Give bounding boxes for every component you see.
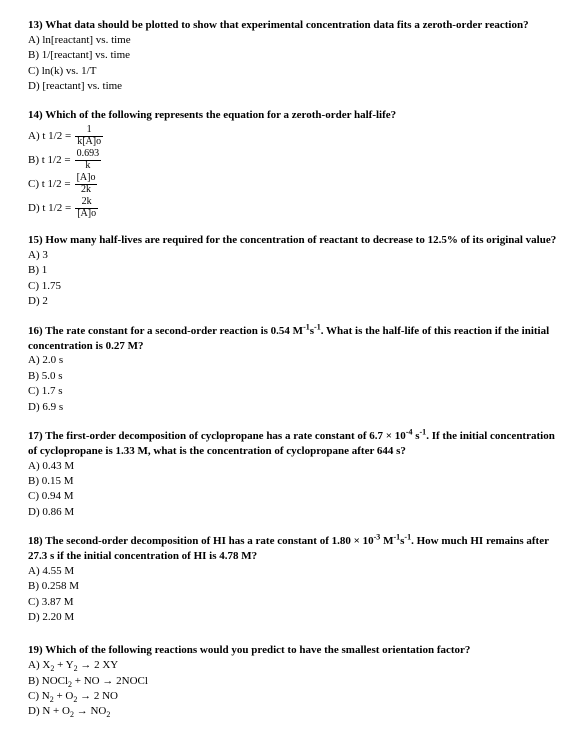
question-16-option-c: C) 1.7 s <box>28 384 558 399</box>
question-13: 13) What data should be plotted to show … <box>28 18 558 94</box>
question-17-option-a: A) 0.43 M <box>28 459 558 474</box>
option-text: → NO <box>74 705 106 717</box>
question-17-stem: 17) The first-order decomposition of cyc… <box>28 429 558 459</box>
question-16-stem: 16) The rate constant for a second-order… <box>28 324 558 354</box>
question-17: 17) The first-order decomposition of cyc… <box>28 429 558 520</box>
superscript: -1 <box>314 322 321 331</box>
question-19-option-c: C) N2 + O2 → 2 NO <box>28 689 558 704</box>
option-text: + NO → 2NOCl <box>72 675 148 687</box>
question-15-option-a: A) 3 <box>28 248 558 263</box>
question-14-option-a: A) t 1/2 = 1 k[A]o <box>28 125 558 147</box>
fraction: 2k [A]o <box>75 197 98 219</box>
option-text: → 2 XY <box>78 659 119 671</box>
question-15-option-b: B) 1 <box>28 263 558 278</box>
denominator: [A]o <box>75 209 98 220</box>
question-16-option-d: D) 6.9 s <box>28 400 558 415</box>
option-label: C) t 1/2 = <box>28 178 71 190</box>
stem-text: s <box>412 430 419 442</box>
question-18-option-d: D) 2.20 M <box>28 610 558 625</box>
question-15-stem: 15) How many half-lives are required for… <box>28 233 558 248</box>
fraction: [A]o k 2k <box>75 173 98 195</box>
question-19-stem: 19) Which of the following reactions wou… <box>28 643 558 658</box>
fraction: 1 k[A]o <box>75 125 103 147</box>
question-15-option-d: D) 2 <box>28 294 558 309</box>
question-19-option-d: D) N + O2 → NO2 <box>28 704 558 719</box>
option-text: D) N + O <box>28 705 70 717</box>
denominator: k <box>75 161 102 172</box>
question-13-option-b: B) 1/[reactant] vs. time <box>28 48 558 63</box>
option-text: + Y <box>54 659 73 671</box>
question-18-option-c: C) 3.87 M <box>28 595 558 610</box>
question-18-stem: 18) The second-order decomposition of HI… <box>28 534 558 564</box>
option-text: B) NOCl <box>28 675 68 687</box>
question-14-option-c: C) t 1/2 = [A]o k 2k <box>28 173 558 195</box>
question-16-option-b: B) 5.0 s <box>28 369 558 384</box>
option-label: D) t 1/2 = <box>28 202 71 214</box>
question-13-option-d: D) [reactant] vs. time <box>28 79 558 94</box>
denominator: 2k <box>75 185 98 196</box>
option-text: → 2 NO <box>77 690 118 702</box>
option-label: A) t 1/2 = <box>28 130 71 142</box>
option-text: A) X <box>28 659 50 671</box>
question-17-option-d: D) 0.86 M <box>28 505 558 520</box>
denominator: k[A]o <box>75 137 103 148</box>
option-label: B) t 1/2 = <box>28 154 71 166</box>
subscript: 2 <box>106 711 110 720</box>
question-13-stem: 13) What data should be plotted to show … <box>28 18 558 33</box>
question-17-option-b: B) 0.15 M <box>28 474 558 489</box>
question-14-option-d: D) t 1/2 = 2k [A]o <box>28 197 558 219</box>
question-14: 14) Which of the following represents th… <box>28 108 558 219</box>
question-14-option-b: B) t 1/2 = 0.693 k <box>28 149 558 171</box>
question-19: 19) Which of the following reactions wou… <box>28 643 558 719</box>
option-text: C) N <box>28 690 50 702</box>
question-15-option-c: C) 1.75 <box>28 279 558 294</box>
question-18-option-b: B) 0.258 M <box>28 579 558 594</box>
fraction: 0.693 k <box>75 149 102 171</box>
question-19-option-b: B) NOCl2 + NO → 2NOCl <box>28 674 558 689</box>
stem-text: M <box>380 535 393 547</box>
question-18-option-a: A) 4.55 M <box>28 564 558 579</box>
stem-text: 17) The first-order decomposition of cyc… <box>28 430 406 442</box>
question-13-option-c: C) ln(k) vs. 1/T <box>28 64 558 79</box>
question-16: 16) The rate constant for a second-order… <box>28 324 558 415</box>
question-15: 15) How many half-lives are required for… <box>28 233 558 309</box>
option-text: + O <box>54 690 74 702</box>
question-19-option-a: A) X2 + Y2 → 2 XY <box>28 658 558 673</box>
question-14-stem: 14) Which of the following represents th… <box>28 108 558 123</box>
stem-text: 18) The second-order decomposition of HI… <box>28 535 374 547</box>
question-16-option-a: A) 2.0 s <box>28 353 558 368</box>
question-13-option-a: A) ln[reactant] vs. time <box>28 33 558 48</box>
superscript: -1 <box>303 322 310 331</box>
question-18: 18) The second-order decomposition of HI… <box>28 534 558 625</box>
question-17-option-c: C) 0.94 M <box>28 489 558 504</box>
stem-text: 16) The rate constant for a second-order… <box>28 325 303 337</box>
